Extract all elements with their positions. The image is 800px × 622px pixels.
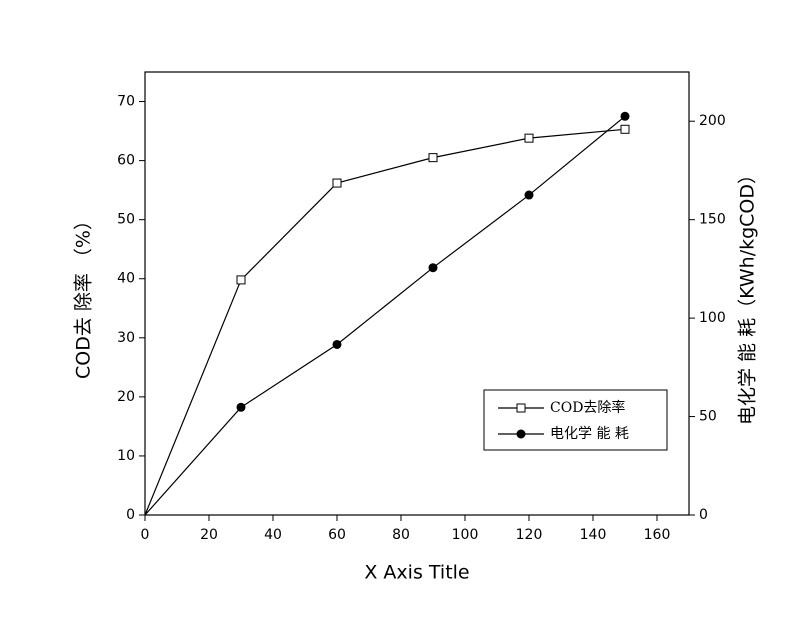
legend-marker bbox=[516, 403, 526, 413]
y-axis-title: COD去 除率 （%） bbox=[73, 211, 95, 379]
x-tick-label: 0 bbox=[141, 527, 150, 543]
legend-label: COD去除率 bbox=[550, 399, 625, 416]
x-tick-label: 100 bbox=[452, 527, 479, 543]
y-tick-label: 30 bbox=[117, 330, 135, 346]
y2-tick-label: 0 bbox=[699, 507, 708, 523]
point bbox=[620, 111, 630, 121]
y-tick-label: 20 bbox=[117, 389, 135, 405]
legend-box bbox=[483, 389, 668, 451]
point bbox=[524, 133, 534, 143]
x-axis-title: X Axis Title bbox=[364, 562, 469, 584]
point bbox=[428, 153, 438, 163]
series-line bbox=[144, 115, 626, 516]
x-tick-label: 80 bbox=[392, 527, 410, 543]
y-tick-label: 40 bbox=[117, 271, 135, 287]
x-tick-label: 20 bbox=[200, 527, 218, 543]
point bbox=[524, 190, 534, 200]
point bbox=[332, 178, 342, 188]
point bbox=[236, 402, 246, 412]
point bbox=[236, 275, 246, 285]
point bbox=[428, 263, 438, 273]
series-line bbox=[144, 128, 626, 516]
y2-axis-title: 电化学 能 耗（KWh/kgCOD） bbox=[737, 165, 759, 425]
y-tick-label: 60 bbox=[117, 153, 135, 169]
legend-marker bbox=[516, 429, 526, 439]
y2-tick-label: 200 bbox=[699, 113, 726, 129]
x-tick-label: 140 bbox=[580, 527, 607, 543]
point bbox=[332, 339, 342, 349]
y2-tick-label: 150 bbox=[699, 212, 726, 228]
y-tick-label: 10 bbox=[117, 448, 135, 464]
y-tick-label: 70 bbox=[117, 94, 135, 110]
x-tick-label: 120 bbox=[516, 527, 543, 543]
legend-label: 电化学 能 耗 bbox=[550, 426, 629, 442]
y2-tick-label: 100 bbox=[699, 310, 726, 326]
x-tick-label: 160 bbox=[644, 527, 671, 543]
x-tick-label: 60 bbox=[328, 527, 346, 543]
y-tick-label: 0 bbox=[126, 507, 135, 523]
y-tick-label: 50 bbox=[117, 212, 135, 228]
point bbox=[620, 124, 630, 134]
plot-frame bbox=[144, 71, 690, 516]
y2-tick-label: 50 bbox=[699, 409, 717, 425]
x-tick-label: 40 bbox=[264, 527, 282, 543]
